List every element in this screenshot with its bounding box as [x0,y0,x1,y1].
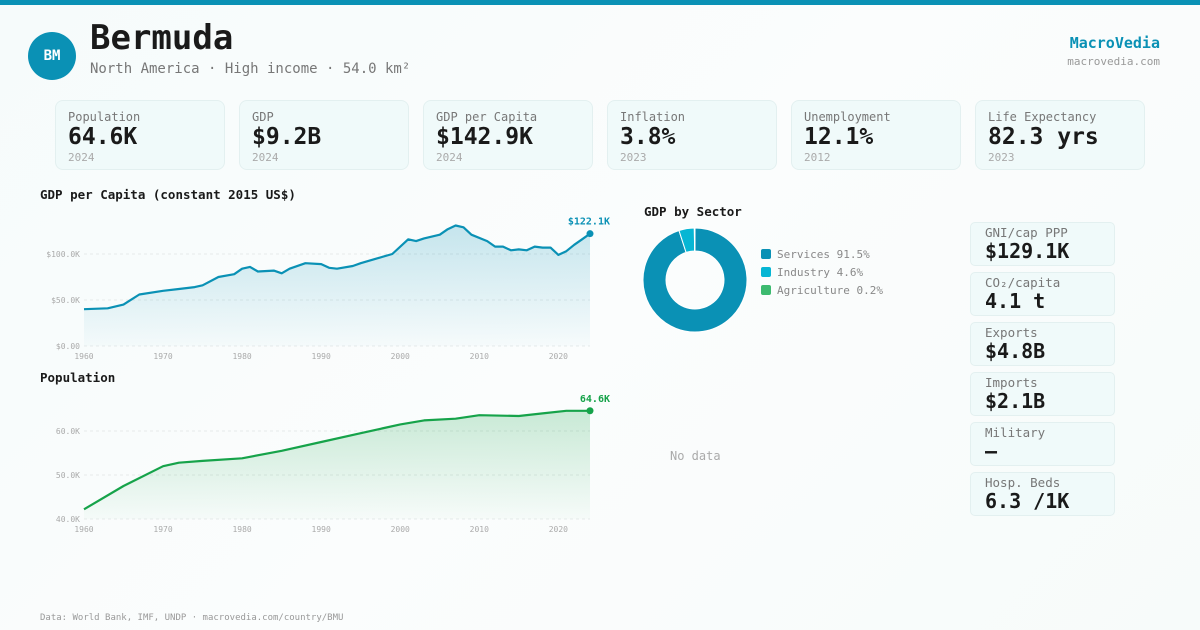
legend-item-agriculture: Agriculture 0.2% [761,282,883,300]
x-tick-label: 1990 [312,352,331,361]
stat-card-population: Population 64.6K 2024 [55,100,225,170]
card-label: GNI/cap PPP [985,225,1068,240]
stat-card-gdp: GDP $9.2B 2024 [239,100,409,170]
card-label: Hosp. Beds [985,475,1061,490]
stat-card-life-expectancy: Life Expectancy 82.3 yrs 2023 [975,100,1145,170]
card-year: 2023 [988,151,1015,164]
x-tick-label: 2020 [549,352,568,361]
x-tick-label: 2020 [549,525,568,534]
legend-swatch [761,285,771,295]
card-value: $2.1B [985,389,1046,413]
card-label: Population [68,110,141,124]
side-card-exports: Exports $4.8B [970,322,1115,366]
stat-card-inflation: Inflation 3.8% 2023 [607,100,777,170]
card-value: $9.2B [252,124,322,150]
card-year: 2024 [68,151,95,164]
card-year: 2024 [436,151,463,164]
legend-label: Industry 4.6% [777,266,864,279]
sector-donut-chart [642,227,748,333]
card-value: 4.1 t [985,289,1046,313]
sector-legend: Services 91.5% Industry 4.6% Agriculture… [761,246,883,300]
x-tick-label: 1970 [153,352,172,361]
card-label: Life Expectancy [988,110,1097,124]
card-year: 2023 [620,151,647,164]
card-label: Exports [985,325,1038,340]
card-label: CO₂/capita [985,275,1061,290]
x-tick-label: 2010 [470,352,489,361]
end-value-label: $122.1K [568,217,610,228]
card-label: Imports [985,375,1038,390]
x-tick-label: 2000 [391,352,410,361]
page-title: Bermuda [90,18,234,58]
sector-chart-title: GDP by Sector [644,204,742,219]
brand-logo[interactable]: MacroVedia [1069,34,1160,52]
y-tick-label: 60.0K [56,427,80,436]
legend-swatch [761,267,771,277]
x-tick-label: 2000 [391,525,410,534]
side-card-co2: CO₂/capita 4.1 t [970,272,1115,316]
y-tick-label: 50.0K [56,471,80,480]
donut-slice-agriculture [693,227,696,252]
legend-item-industry: Industry 4.6% [761,264,883,282]
card-value: 6.3 /1K [985,489,1070,513]
page-subtitle: North America · High income · 54.0 km² [90,61,411,77]
side-card-hospital-beds: Hosp. Beds 6.3 /1K [970,472,1115,516]
y-tick-label: $100.0K [46,250,80,259]
card-year: 2024 [252,151,279,164]
stat-card-unemployment: Unemployment 12.1% 2012 [791,100,961,170]
donut-slice-services [642,227,748,333]
y-tick-label: $50.0K [51,296,80,305]
x-tick-label: 2010 [470,525,489,534]
series-line [83,409,590,511]
x-tick-label: 1980 [232,352,251,361]
top-accent-bar [0,0,1200,5]
card-label: Military [985,425,1046,440]
y-tick-label: $0.00 [56,342,80,351]
x-tick-label: 1990 [312,525,331,534]
no-data-placeholder: No data [670,449,721,463]
legend-label: Agriculture 0.2% [777,284,883,297]
series-line [83,224,591,311]
population-chart-title: Population [40,370,116,385]
card-label: Unemployment [804,110,891,124]
legend-label: Services 91.5% [777,248,870,261]
end-point-marker [586,230,594,238]
card-value: 64.6K [68,124,138,150]
footer-source: Data: World Bank, IMF, UNDP · macrovedia… [40,613,344,623]
side-card-imports: Imports $2.1B [970,372,1115,416]
card-label: Inflation [620,110,686,124]
card-year: 2012 [804,151,831,164]
x-tick-label: 1970 [153,525,172,534]
country-avatar: BM [28,32,76,80]
x-tick-label: 1960 [74,525,93,534]
legend-swatch [761,249,771,259]
x-tick-label: 1980 [232,525,251,534]
series-area [84,410,590,519]
side-stats: GNI/cap PPP $129.1K CO₂/capita 4.1 t Expor… [970,222,1115,516]
end-point-marker [586,407,594,415]
side-card-gni: GNI/cap PPP $129.1K [970,222,1115,266]
x-tick-label: 1960 [74,352,93,361]
card-value: $129.1K [985,239,1070,263]
card-value: — [985,439,998,463]
end-value-label: 64.6K [580,394,610,405]
series-area [84,225,590,346]
legend-item-services: Services 91.5% [761,246,883,264]
card-value: 12.1% [804,124,874,150]
population-chart: 40.0K 50.0K 60.0K 1960 1970 1980 1990 2000 2010 2… [56,394,610,534]
card-value: 82.3 yrs [988,124,1099,150]
stat-cards: Population 64.6K 2024 GDP $9.2B 2024 GDP per… [55,100,1145,170]
card-label: GDP [252,110,274,124]
card-value: $4.8B [985,339,1046,363]
y-tick-label: 40.0K [56,515,80,524]
gdp-chart-title: GDP per Capita (constant 2015 US$) [40,187,296,202]
side-card-military: Military — [970,422,1115,466]
card-value: 3.8% [620,124,676,150]
gdp-per-capita-chart: $0.00 $50.0K $100.0K 1960 1970 1980 1990 2000 20… [46,217,610,361]
brand-url[interactable]: macrovedia.com [1067,55,1160,68]
card-label: GDP per Capita [436,110,538,124]
card-value: $142.9K [436,124,533,150]
stat-card-gdp-per-capita: GDP per Capita $142.9K 2024 [423,100,593,170]
